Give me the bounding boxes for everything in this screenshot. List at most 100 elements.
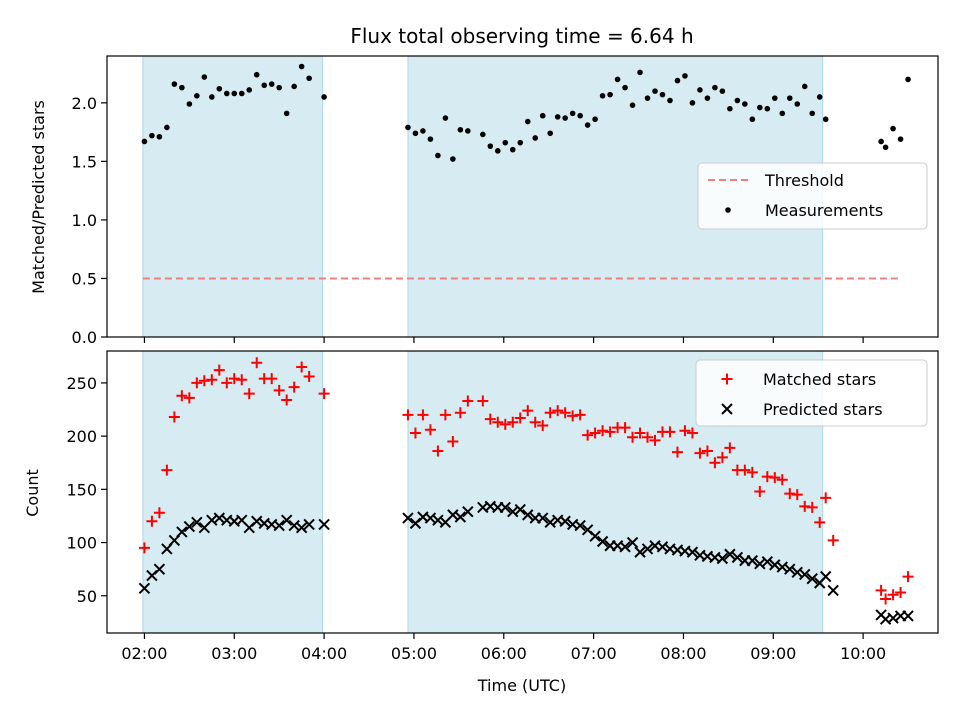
measurement-point (697, 87, 703, 93)
matched-star-point (161, 464, 173, 476)
measurement-point (179, 84, 185, 91)
measurement-point (822, 116, 829, 123)
legend: Threshold Measurements (697, 162, 928, 230)
y-tick-label: 50 (77, 587, 97, 606)
matched-star-point (875, 584, 887, 596)
y-tick-label: 0.5 (72, 269, 97, 288)
matched-star-point (724, 442, 736, 454)
matched-star-point (589, 427, 601, 439)
legend-box (697, 162, 928, 230)
matched-star-point (694, 447, 706, 459)
y-tick-label: 200 (66, 427, 97, 446)
measurement-point (667, 97, 673, 104)
matched-star-point (296, 361, 308, 373)
legend: Matched stars Predicted stars (695, 359, 928, 427)
measurement-point (216, 85, 223, 92)
measurement-point (231, 90, 238, 97)
y-tick-label: 250 (66, 374, 97, 393)
matched-star-point (604, 426, 616, 438)
matched-star-point (273, 384, 285, 396)
matched-star-point (552, 405, 564, 417)
matched-star-point (880, 593, 892, 605)
measurement-point (209, 94, 215, 100)
measurement-point (816, 94, 823, 100)
measurement-point (517, 139, 524, 146)
measurement-point (554, 114, 561, 120)
matched-star-point (424, 424, 436, 436)
matched-star-point (522, 405, 534, 417)
predicted-star-point (716, 552, 729, 565)
measurement-point (771, 95, 778, 101)
y-tick-label: 1.0 (72, 211, 97, 230)
matched-star-point (791, 489, 803, 501)
shaded-interval (142, 55, 324, 338)
measurement-point (764, 105, 771, 112)
predicted-star-point (514, 503, 526, 516)
predicted-star-point (522, 509, 534, 521)
matched-star-point (529, 416, 541, 428)
measurement-point (734, 97, 741, 104)
measurement-point (412, 130, 419, 137)
predicted-star-point (827, 584, 839, 597)
matched-star-point (814, 516, 826, 528)
matched-star-point (709, 457, 721, 469)
matched-star-point (567, 410, 579, 422)
matched-star-point (462, 395, 474, 407)
measurement-point (614, 76, 621, 83)
x-axis-label: Time (UTC) (477, 676, 566, 695)
measurement-point (779, 110, 786, 117)
matched-star-point (776, 474, 788, 486)
matched-star-point (236, 374, 248, 386)
predicted-star-point (318, 518, 330, 531)
measurement-point (607, 91, 613, 98)
matched-star-point (537, 419, 549, 431)
matched-star-point (507, 416, 519, 428)
measurement-point (450, 156, 456, 162)
matched-star-point (288, 381, 300, 393)
measurement-point (480, 131, 486, 138)
predicted-star-point (589, 530, 601, 542)
measurement-point (674, 77, 681, 84)
measurement-point (171, 81, 178, 87)
top-y-axis-label: Matched/Predicted stars (29, 100, 48, 294)
matched-star-point (739, 464, 751, 476)
predicted-star-point (537, 512, 549, 524)
measurement-point (637, 69, 643, 76)
matched-star-point (619, 422, 631, 434)
measurement-point (201, 74, 208, 80)
chart-title: Flux total observing time = 6.64 h (350, 24, 693, 48)
measurement-point (794, 101, 801, 107)
predicted-star-point (902, 610, 914, 622)
x-tick-label: 05:00 (391, 644, 437, 663)
measurement-point (742, 101, 748, 107)
matched-star-point (439, 409, 451, 421)
matched-star-point (206, 374, 218, 386)
measurement-point (719, 88, 726, 94)
matched-star-point (634, 427, 646, 439)
matched-star-point (806, 501, 818, 513)
matched-star-point (417, 409, 429, 421)
matched-star-point (597, 425, 609, 437)
x-tick-label: 02:00 (121, 644, 167, 663)
predicted-star-point (619, 541, 631, 553)
matched-star-point (544, 407, 556, 419)
measurement-point (306, 75, 312, 82)
measurement-point (261, 82, 268, 89)
matched-star-point (664, 426, 676, 438)
predicted-star-point (454, 511, 467, 523)
y-tick-label: 150 (66, 480, 97, 499)
matched-star-point (168, 411, 180, 423)
measurement-point (905, 76, 911, 83)
matched-star-point (484, 413, 496, 425)
legend-matched-swatch (721, 373, 733, 385)
measurement-point (186, 101, 193, 107)
measurement-point (584, 122, 591, 128)
matched-star-point (281, 394, 293, 406)
predicted-star-point (280, 514, 293, 526)
predicted-star-point (686, 546, 699, 558)
measurement-point (494, 148, 501, 154)
measurement-point (652, 88, 658, 94)
measurement-point (532, 135, 539, 141)
measurement-point (897, 136, 904, 142)
matched-star-point (198, 375, 210, 387)
